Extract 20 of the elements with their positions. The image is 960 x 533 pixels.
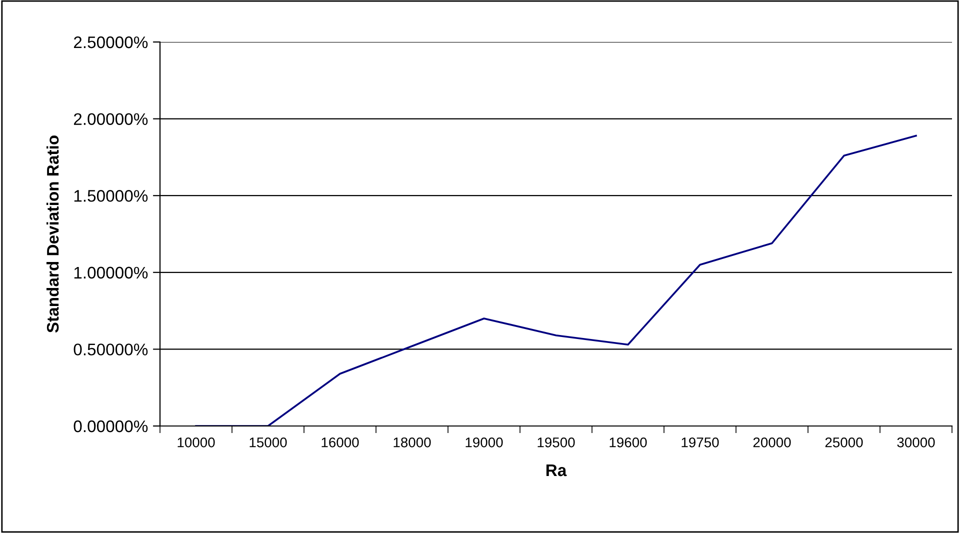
- x-tick-label: 15000: [250, 437, 287, 448]
- y-tick-label: 1.00000%: [74, 266, 148, 279]
- y-tick-label: 0.50000%: [74, 344, 148, 356]
- x-tick-label: 10000: [178, 437, 215, 448]
- y-tick-label: 0.00000%: [74, 420, 148, 432]
- y-axis-title: Standard Deviation Ratio: [46, 136, 59, 333]
- x-tick-label: 18000: [394, 437, 431, 448]
- x-tick-label: 16000: [322, 437, 359, 448]
- x-axis-title: Ra: [546, 464, 567, 476]
- x-tick-label: 20000: [753, 437, 791, 448]
- line-series: [195, 134, 917, 426]
- x-tick-label: 25000: [825, 437, 863, 448]
- y-tick-label: 2.00000%: [74, 113, 148, 126]
- x-tick-label: 19000: [466, 437, 503, 448]
- y-tick-label: 1.50000%: [74, 190, 148, 202]
- x-tick-label: 19750: [682, 437, 719, 448]
- x-tick-label: 30000: [897, 437, 935, 448]
- x-tick-label: 19500: [538, 437, 575, 448]
- y-tick-label: 2.50000%: [74, 36, 148, 48]
- x-tick-label: 19600: [610, 437, 647, 448]
